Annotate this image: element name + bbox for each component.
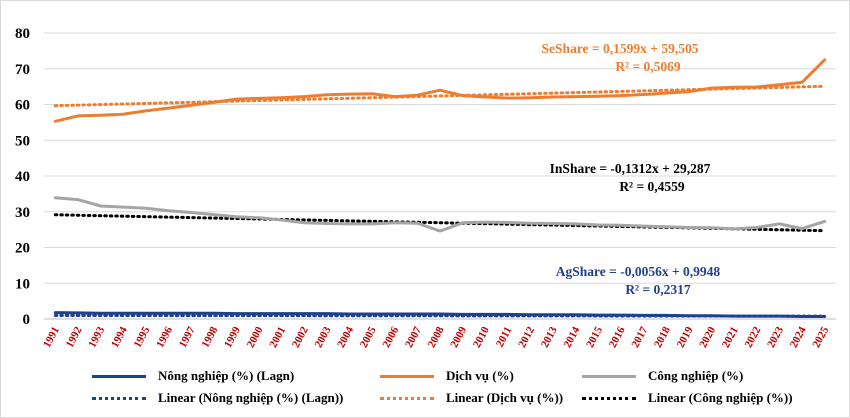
- legend-swatch: [582, 396, 636, 400]
- x-tick-label: 1996: [154, 324, 175, 349]
- equation-label: InShare = -0,1312x + 29,287: [550, 161, 711, 176]
- x-tick-label: 1991: [41, 325, 62, 350]
- x-tick-label: 2004: [335, 324, 356, 349]
- r-squared-label: R² = 0,4559: [619, 179, 685, 194]
- y-tick-label: 0: [23, 312, 31, 328]
- x-tick-label: 2012: [516, 324, 537, 349]
- legend-label: Công nghiệp (%): [648, 368, 744, 383]
- x-tick-label: 1998: [199, 324, 220, 349]
- x-tick-label: 1999: [222, 324, 243, 349]
- legend-item: Nông nghiệp (%) (Lagn): [92, 368, 294, 384]
- legend-label: Linear (Nông nghiệp (%) (Lagn)): [158, 390, 344, 405]
- y-tick-label: 20: [15, 241, 30, 257]
- x-tick-label: 2001: [267, 325, 288, 350]
- x-tick-label: 2020: [697, 324, 718, 349]
- series-line: [53, 311, 827, 318]
- x-tick-label: 2021: [720, 325, 741, 350]
- legend-swatch: [92, 374, 146, 378]
- legend-item: Linear (Nông nghiệp (%) (Lagn)): [92, 390, 343, 406]
- x-tick-label: 2023: [765, 324, 786, 349]
- x-tick-label: 2015: [584, 324, 605, 349]
- legend-swatch: [380, 396, 434, 400]
- x-tick-label: 1994: [109, 324, 130, 349]
- y-axis-ticks: 0 10 20 30 40 50 60 70 80: [15, 26, 30, 328]
- x-tick-label: 1995: [132, 324, 153, 349]
- trendline: [53, 313, 827, 318]
- x-tick-label: 2019: [675, 324, 696, 349]
- x-tick-label: 1992: [64, 324, 85, 349]
- x-tick-label: 2011: [494, 325, 515, 350]
- legend-swatch: [92, 396, 146, 400]
- trendline: [53, 213, 827, 233]
- y-tick-label: 60: [15, 98, 30, 114]
- y-tick-label: 80: [15, 26, 30, 42]
- trendline: [53, 84, 827, 108]
- x-tick-label: 2016: [607, 324, 628, 349]
- x-tick-label: 2017: [629, 324, 650, 349]
- series-line: [53, 58, 827, 123]
- r-squared-label: R² = 0,2317: [625, 282, 691, 297]
- legend-swatch: [582, 374, 636, 378]
- x-tick-label: 1993: [86, 324, 107, 349]
- legend-label: Linear (Dịch vụ (%)): [446, 390, 564, 405]
- x-tick-label: 2014: [561, 324, 582, 349]
- x-tick-label: 2000: [245, 324, 266, 349]
- x-tick-label: 2010: [471, 324, 492, 349]
- y-tick-label: 40: [15, 169, 30, 185]
- legend-item: Công nghiệp (%): [582, 368, 743, 384]
- x-tick-label: 2003: [313, 324, 334, 349]
- equation-label: AgShare = -0,0056x + 0,9948: [556, 264, 721, 279]
- legend-label: Dịch vụ (%): [446, 368, 514, 383]
- y-tick-label: 10: [15, 276, 30, 292]
- annotations: SeShare = 0,1599x + 59,505 R² = 0,5069 InS…: [542, 41, 721, 297]
- y-tick-label: 30: [15, 205, 30, 221]
- x-tick-label: 2022: [743, 324, 764, 349]
- legend-item: Linear (Dịch vụ (%)): [380, 390, 563, 406]
- x-axis-ticks: 1991 1992 1993 1994 1995 1996 1997 1998 1999 2000…: [41, 324, 832, 349]
- series-line: [53, 196, 827, 233]
- legend: Nông nghiệp (%) (Lagn) Dịch vụ (%) Công ng…: [0, 366, 850, 418]
- x-tick-label: 2002: [290, 324, 311, 349]
- x-tick-label: 2018: [652, 324, 673, 349]
- x-tick-label: 2013: [539, 324, 560, 349]
- legend-label: Linear (Công nghiệp (%)): [648, 390, 793, 405]
- x-tick-label: 2025: [810, 324, 831, 349]
- x-tick-label: 1997: [177, 324, 198, 349]
- trendlines: [53, 84, 827, 318]
- r-squared-label: R² = 0,5069: [615, 59, 681, 74]
- x-tick-label: 2007: [403, 324, 424, 349]
- legend-swatch: [380, 374, 434, 378]
- y-tick-label: 70: [15, 62, 30, 78]
- x-tick-label: 2005: [358, 324, 379, 349]
- equation-label: SeShare = 0,1599x + 59,505: [542, 41, 699, 56]
- legend-item: Linear (Công nghiệp (%)): [582, 390, 793, 406]
- x-tick-label: 2008: [426, 324, 447, 349]
- y-tick-label: 50: [15, 133, 30, 149]
- series-lines: [53, 58, 827, 318]
- x-tick-label: 2009: [448, 324, 469, 349]
- legend-item: Dịch vụ (%): [380, 368, 514, 384]
- x-tick-label: 2024: [788, 324, 809, 349]
- x-tick-label: 2006: [380, 324, 401, 349]
- legend-label: Nông nghiệp (%) (Lagn): [158, 368, 295, 383]
